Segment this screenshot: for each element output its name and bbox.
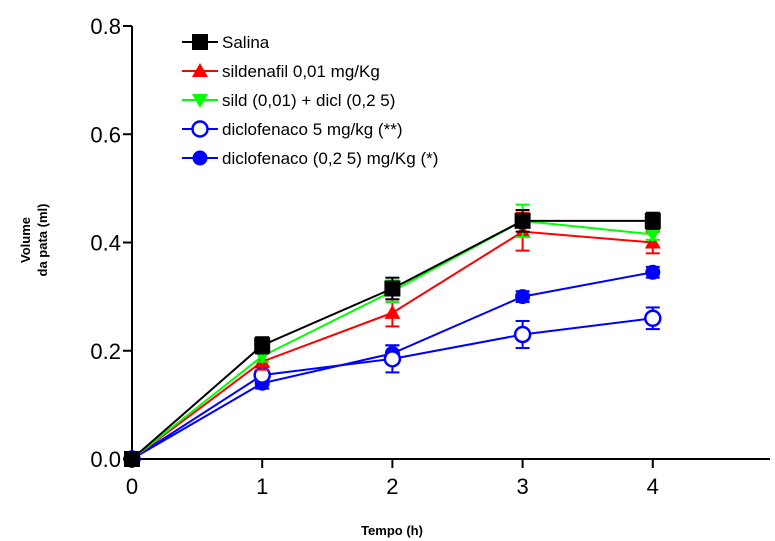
legend-label: diclofenaco (0,2 5) mg/Kg (*) xyxy=(222,149,438,168)
y-tick-label: 0.6 xyxy=(90,122,121,147)
data-point xyxy=(645,264,661,280)
data-point xyxy=(384,280,401,297)
legend-label: Salina xyxy=(222,33,270,52)
y-tick-label: 0.8 xyxy=(90,14,121,39)
data-point xyxy=(513,325,532,344)
y-axis-title-line-2: da pata (ml) xyxy=(35,204,50,277)
series-markers-2 xyxy=(124,203,661,467)
series-markers-1 xyxy=(124,211,661,465)
legend-entry-3: diclofenaco 5 mg/kg (**) xyxy=(182,120,402,139)
data-point xyxy=(515,289,531,305)
x-tick-label: 4 xyxy=(647,474,659,499)
legend-entry-1: sildenafil 0,01 mg/Kg xyxy=(182,62,380,81)
legend-label: sild (0,01) + dicl (0,2 5) xyxy=(222,91,395,110)
legend-marker xyxy=(192,34,208,50)
data-point xyxy=(384,304,401,319)
data-point xyxy=(254,337,271,354)
x-tick-label: 0 xyxy=(126,474,138,499)
legend-marker xyxy=(192,63,208,77)
x-tick-label: 2 xyxy=(386,474,398,499)
y-tick-label: 0.0 xyxy=(90,447,121,472)
x-tick-label: 1 xyxy=(256,474,268,499)
series-markers-3 xyxy=(123,306,662,468)
series-0 xyxy=(131,219,653,460)
x-axis-title: Tempo (h) xyxy=(361,523,423,538)
data-point xyxy=(514,212,531,229)
legend-label: sildenafil 0,01 mg/Kg xyxy=(222,62,380,81)
plot-area xyxy=(123,203,662,468)
legend-entry-0: Salina xyxy=(182,33,270,52)
legend: Salina sildenafil 0,01 mg/Kg sild (0,01) +… xyxy=(182,33,438,168)
y-tick-label: 0.2 xyxy=(90,339,121,364)
legend-entry-2: sild (0,01) + dicl (0,2 5) xyxy=(182,91,395,110)
series-2 xyxy=(131,219,653,460)
legend-entry-4: diclofenaco (0,2 5) mg/Kg (*) xyxy=(182,149,438,168)
y-axis-title-line-1: Volume xyxy=(18,217,33,263)
data-point xyxy=(644,309,662,328)
axes: 0.0 0.2 0.4 0.6 0.8 0 1 2 3 4 xyxy=(90,14,770,499)
legend-marker xyxy=(191,120,209,138)
series-line xyxy=(131,219,653,460)
legend-marker xyxy=(192,150,208,166)
y-tick-label: 0.4 xyxy=(90,231,121,256)
series-markers-0 xyxy=(124,209,661,467)
data-point xyxy=(124,451,140,467)
series-line xyxy=(131,219,653,460)
series-line xyxy=(131,317,653,460)
data-point xyxy=(644,212,661,229)
legend-label: diclofenaco 5 mg/kg (**) xyxy=(222,120,402,139)
data-point xyxy=(644,228,661,243)
legend-marker xyxy=(192,94,208,108)
x-tick-label: 3 xyxy=(516,474,528,499)
series-3 xyxy=(131,317,653,460)
data-point xyxy=(383,350,402,368)
